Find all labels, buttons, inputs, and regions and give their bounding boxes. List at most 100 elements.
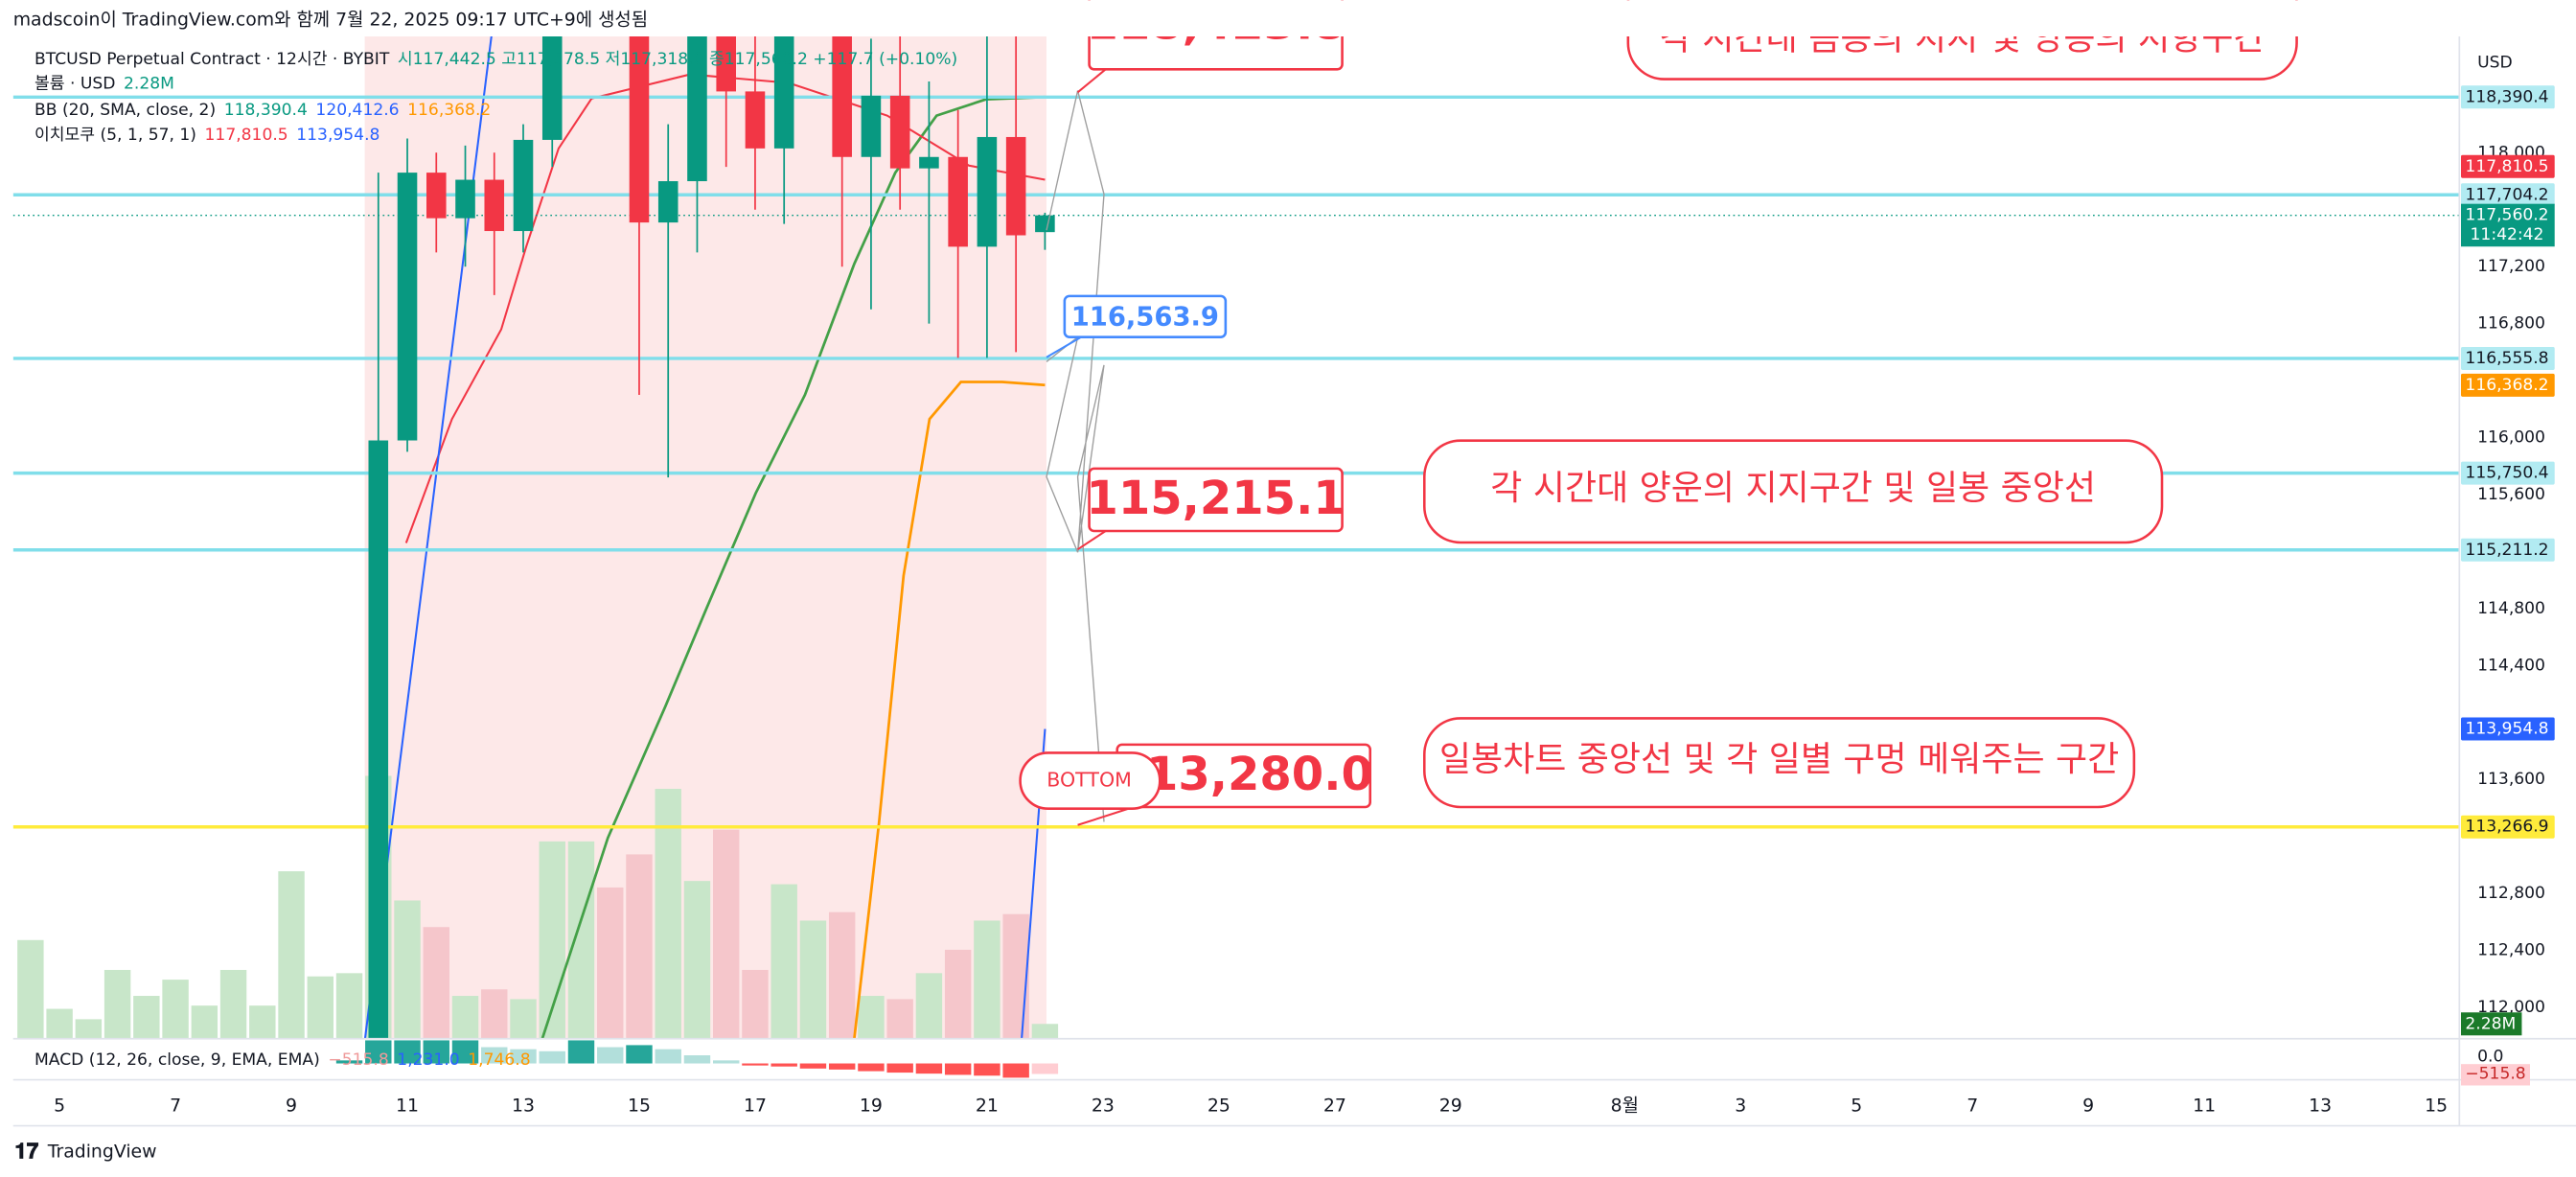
level-badge: 115,211.2: [2461, 538, 2555, 562]
level-badge-text: 115,750.4: [2465, 464, 2548, 483]
volume-bar: [219, 969, 247, 1039]
level-badge: 117,704.2: [2461, 183, 2555, 207]
volume-bar: [886, 999, 913, 1039]
level-badge-bg: [2461, 183, 2555, 207]
x-tick-label: 19: [860, 1096, 883, 1117]
callout-label: 115,215.1: [1086, 472, 1345, 525]
volume-bar: [597, 887, 624, 1039]
candle-body: [948, 156, 968, 247]
y-tick-label: 116,000: [2477, 428, 2545, 448]
y-tick-label: 114,800: [2477, 599, 2545, 618]
level-badge-text: 115,211.2: [2465, 541, 2548, 560]
volume-bar: [655, 789, 681, 1039]
level-badge-bg: [2461, 815, 2555, 839]
y-tick-label: 114,400: [2477, 656, 2545, 675]
macd-bar: [799, 1063, 827, 1069]
volume-bar: [46, 1008, 73, 1039]
callout-pointer: [1046, 335, 1082, 358]
candle-body: [687, 36, 707, 182]
x-tick-label: 13: [2309, 1096, 2332, 1117]
y-tick-label: 112,800: [2477, 884, 2545, 903]
candle-body: [426, 173, 447, 219]
x-tick-label: 21: [976, 1096, 999, 1117]
volume-bar: [162, 980, 189, 1039]
macd-bar: [915, 1063, 943, 1074]
macd-bar: [655, 1049, 681, 1064]
legend-item: 볼륨 · USD: [34, 75, 115, 94]
legend-item: 이치모쿠 (5, 1, 57, 1): [34, 126, 196, 145]
macd-bar: [742, 1063, 769, 1066]
legend-item: 117,810.5: [205, 126, 288, 145]
callout-pointer: [1077, 806, 1135, 826]
y-tick-label: 117,200: [2477, 257, 2545, 276]
macd-bar: [1031, 1063, 1059, 1074]
macd-bar: [974, 1063, 1000, 1076]
candle-body: [745, 91, 766, 149]
projection: [1046, 90, 1105, 822]
legend-row: 이치모쿠 (5, 1, 57, 1) 117,810.5 113,954.8: [34, 126, 380, 145]
volume-bar: [307, 976, 334, 1039]
candle-body: [919, 156, 939, 169]
current-badge-bg: [2461, 203, 2555, 247]
volume-badge-text: 2.28M: [2465, 1014, 2516, 1033]
macd-bar: [858, 1063, 885, 1072]
macd-bar: [683, 1055, 711, 1064]
candle-body: [368, 440, 389, 1039]
volume-bar: [944, 949, 972, 1039]
volume-bar: [423, 927, 449, 1039]
x-tick-label: 5: [1851, 1096, 1862, 1117]
volume-bar: [133, 996, 160, 1039]
price-badge-bg: [2461, 717, 2555, 741]
x-tick-label: 7: [1966, 1096, 1978, 1117]
volume-bar: [1031, 1024, 1059, 1039]
macd-bar: [539, 1050, 565, 1064]
candle-body: [629, 36, 650, 223]
volume-bar: [567, 841, 595, 1039]
header: madscoin이 TradingView.com와 함께 7월 22, 202…: [13, 9, 648, 30]
level-badge-text: 118,390.4: [2465, 87, 2548, 106]
note-text: 일봉차트 중앙선 및 각 일별 구멍 메워주는 구간: [1439, 740, 2119, 779]
level-badge-bg: [2461, 538, 2555, 562]
macd-bar: [567, 1040, 595, 1064]
candles: [368, 36, 1055, 1039]
volume-badge: 2.28M: [2461, 1012, 2522, 1036]
candle-body: [716, 36, 736, 92]
x-tick-label: 3: [1735, 1096, 1746, 1117]
level-badge: 113,266.9: [2461, 815, 2555, 839]
volume-bar: [394, 900, 421, 1039]
x-tick-label: 25: [1208, 1096, 1230, 1117]
candle-body: [455, 179, 475, 219]
callout-box: [1063, 294, 1228, 339]
indicator-line: [540, 95, 1046, 1039]
macd-bar: [365, 1040, 392, 1064]
bottom-tag-box: [1019, 751, 1162, 810]
legend-item: 2.28M: [124, 75, 174, 94]
candle-body: [977, 136, 998, 247]
volume-bar: [335, 973, 363, 1039]
legend-item: BTCUSD Perpetual Contract · 12시간 · BYBIT: [34, 50, 390, 69]
x-tick-label: 9: [286, 1096, 297, 1117]
x-tick-label: 5: [54, 1096, 65, 1117]
level-badge-text: 117,704.2: [2465, 185, 2548, 204]
price-badge: 116,368.2: [2461, 373, 2555, 397]
macd-bar: [510, 1049, 537, 1064]
x-tick-label: 9: [2082, 1096, 2094, 1117]
projection-line: [1046, 335, 1079, 553]
macd-bar: [886, 1063, 913, 1073]
candle-body: [889, 95, 910, 169]
candle-body: [1005, 136, 1026, 236]
level-badge-text: 113,266.9: [2465, 818, 2548, 837]
countdown: 11:42:42: [2471, 225, 2544, 244]
y-tick-label: 112,000: [2477, 998, 2545, 1017]
axes: 5 7 9 11 13 15 17 19 21 23 25 27 29 8월 3 5 7 9 11 13 15 112,0…: [54, 85, 2555, 1117]
candle-body: [861, 95, 882, 157]
y-tick-label: 113,600: [2477, 770, 2545, 789]
level-badge-bg: [2461, 85, 2555, 109]
x-tick-label: 15: [2425, 1096, 2448, 1117]
callout-pointer: [1076, 68, 1107, 94]
x-tick-label: 23: [1092, 1096, 1115, 1117]
legend-item: 시117,442.5 고117,578.5 저117,318.0 종117,56…: [398, 50, 957, 69]
legend-item: 1,231.0: [397, 1050, 459, 1070]
level-badge: 118,390.4: [2461, 85, 2555, 109]
